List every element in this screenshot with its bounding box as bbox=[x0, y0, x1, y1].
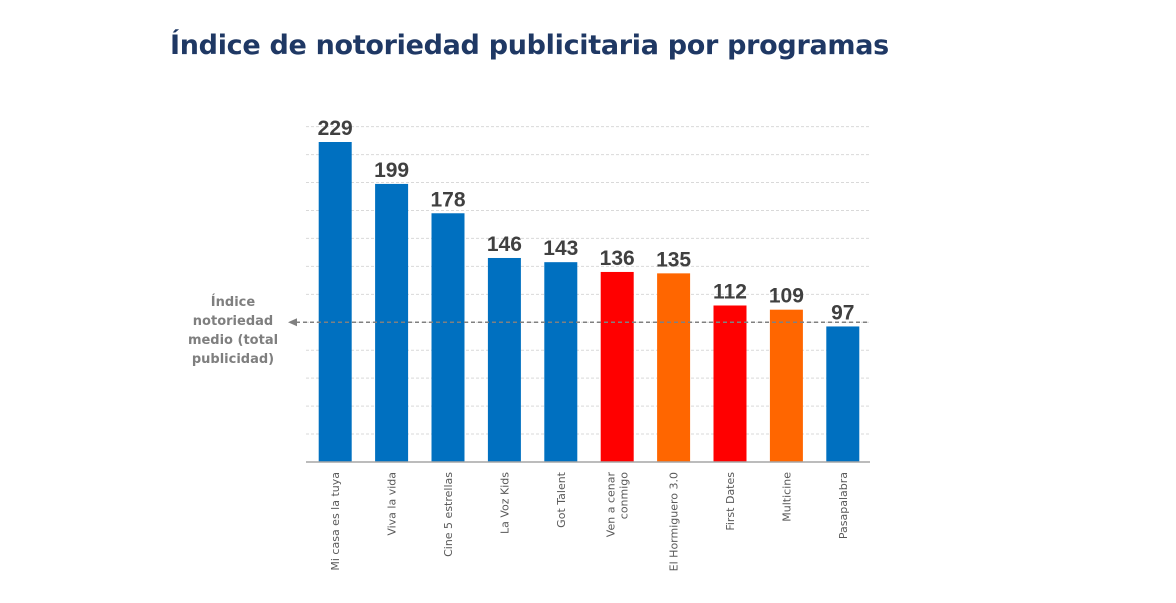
bar bbox=[431, 213, 465, 462]
reference-line-label: Índice notoriedad medio (total publicidad) bbox=[188, 294, 278, 367]
bar bbox=[769, 309, 803, 462]
category-label: El Hormiguero 3.0 bbox=[668, 472, 681, 571]
category-label: La Voz Kids bbox=[498, 472, 511, 534]
bar bbox=[318, 142, 352, 462]
reference-label-line: publicidad) bbox=[192, 352, 274, 367]
bars bbox=[318, 142, 860, 463]
category-labels: Mi casa es la tuya Viva la vida Cine 5 est… bbox=[329, 471, 850, 571]
value-label: 109 bbox=[769, 285, 804, 308]
value-label: 112 bbox=[713, 280, 747, 303]
category-label: Multicine bbox=[780, 472, 793, 522]
reference-line: Índice notoriedad medio (total publicidad) bbox=[188, 294, 870, 367]
value-label: 199 bbox=[374, 159, 409, 182]
category-label-line: Mi casa es la tuya bbox=[329, 472, 342, 571]
value-label: 135 bbox=[656, 248, 691, 271]
bar bbox=[713, 305, 747, 462]
category-label: Ven a cenar conmigo bbox=[605, 472, 631, 538]
reference-label-line: Índice bbox=[211, 294, 256, 310]
category-label-line: Viva la vida bbox=[386, 472, 399, 536]
category-label-line: conmigo bbox=[618, 472, 631, 520]
bar bbox=[600, 271, 634, 462]
page-title: Índice de notoriedad publicitaria por pr… bbox=[170, 30, 889, 61]
bar bbox=[487, 257, 521, 462]
category-label: Got Talent bbox=[555, 471, 568, 527]
reference-label-line: notoriedad bbox=[193, 314, 273, 329]
category-label-line: Ven a cenar bbox=[605, 472, 618, 538]
category-label-line: La Voz Kids bbox=[498, 472, 511, 534]
category-label: Viva la vida bbox=[386, 472, 399, 536]
category-label: Cine 5 estrellas bbox=[442, 472, 455, 557]
category-label-line: Got Talent bbox=[555, 471, 568, 527]
category-label-line: Pasapalabra bbox=[837, 472, 850, 539]
category-label-line: El Hormiguero 3.0 bbox=[668, 472, 681, 571]
value-label: 136 bbox=[600, 247, 635, 270]
category-label-line: First Dates bbox=[724, 472, 737, 531]
category-label: Pasapalabra bbox=[837, 472, 850, 539]
value-labels: 229 199 178 146 143 136 135 112 109 97 bbox=[318, 117, 855, 324]
bar bbox=[826, 326, 860, 462]
value-label: 97 bbox=[831, 301, 854, 324]
value-label: 146 bbox=[487, 233, 522, 256]
value-label: 229 bbox=[318, 117, 353, 140]
bar bbox=[657, 273, 691, 462]
category-label: Mi casa es la tuya bbox=[329, 472, 342, 571]
value-label: 178 bbox=[430, 188, 465, 211]
reference-arrow-icon bbox=[288, 318, 297, 327]
category-label-line: Cine 5 estrellas bbox=[442, 472, 455, 557]
bar bbox=[544, 262, 578, 462]
reference-label-line: medio (total bbox=[188, 333, 278, 348]
category-label-line: Multicine bbox=[780, 472, 793, 522]
value-label: 143 bbox=[543, 237, 578, 260]
category-label: First Dates bbox=[724, 472, 737, 531]
